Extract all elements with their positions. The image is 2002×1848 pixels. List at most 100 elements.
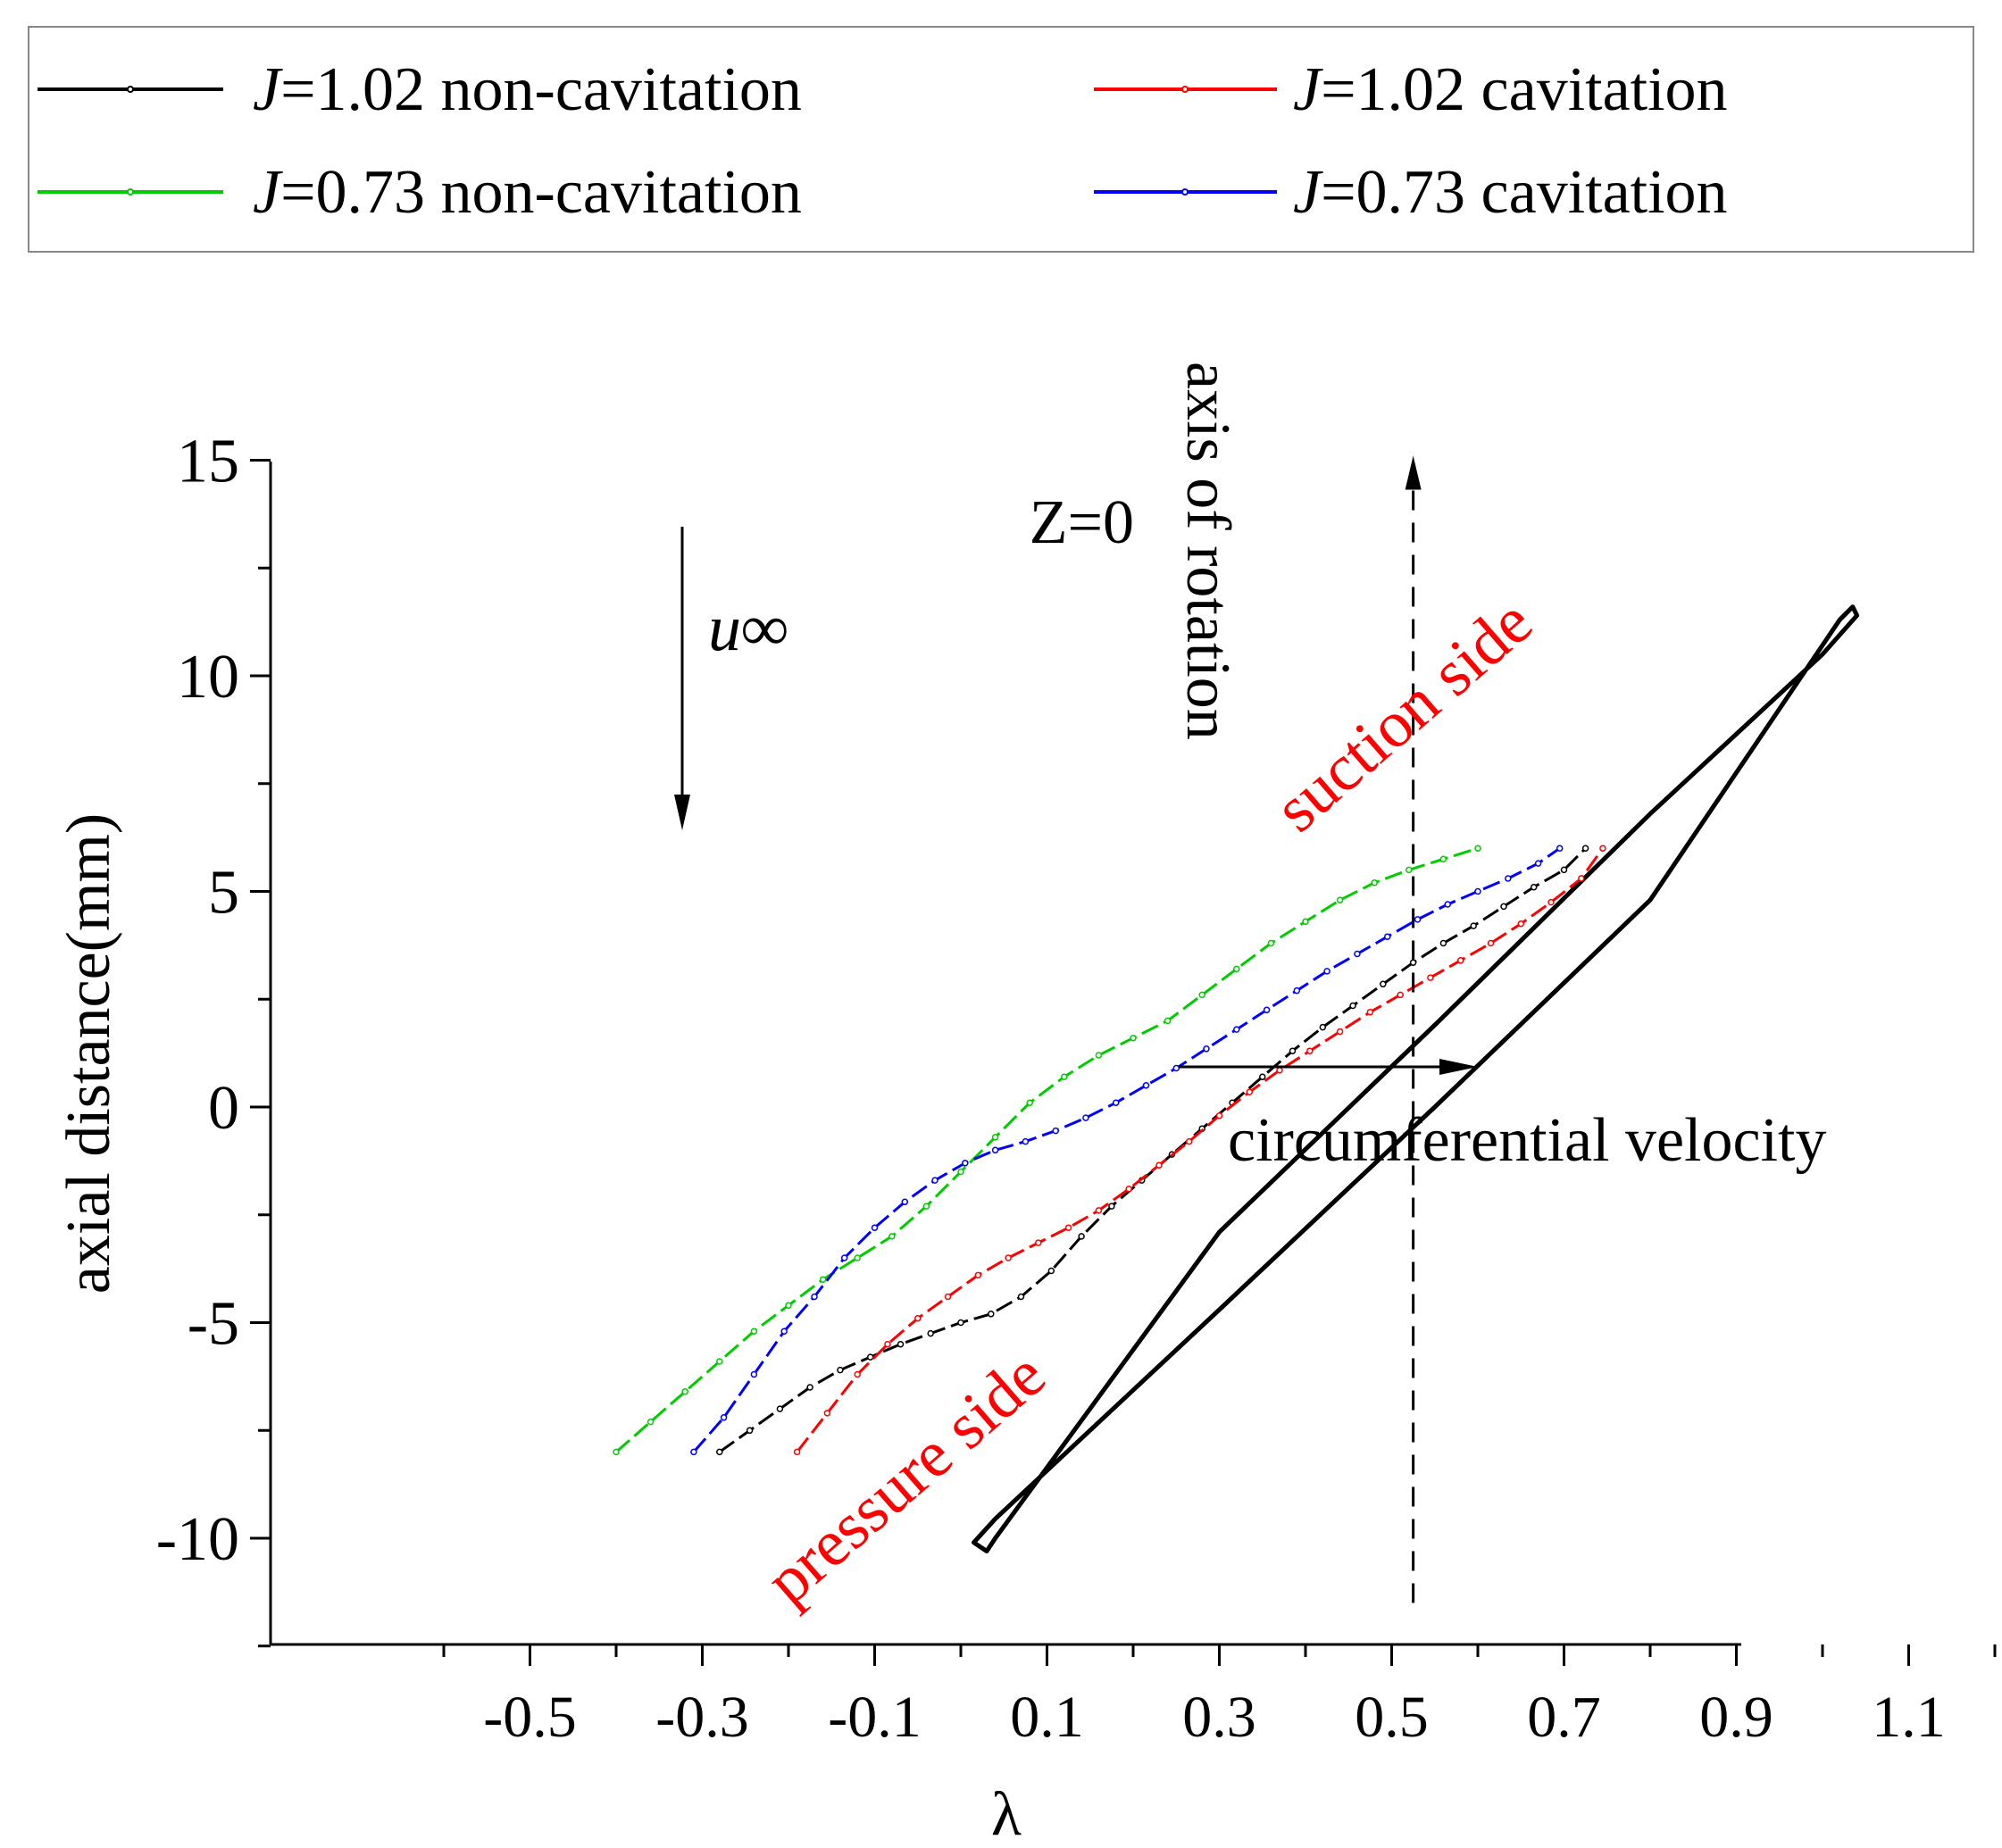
x-tick-label-3: 0.1 bbox=[1010, 1685, 1084, 1750]
series-3-point-11 bbox=[991, 1134, 999, 1141]
series-2-point-20 bbox=[1397, 991, 1404, 999]
y-tick-label-2: 0 bbox=[208, 1074, 239, 1143]
series-1-point-20 bbox=[1319, 1023, 1327, 1031]
series-3-point-10 bbox=[957, 1168, 964, 1176]
series-1-point-26 bbox=[1500, 903, 1507, 911]
series-2-point-11 bbox=[1125, 1186, 1132, 1193]
y-axis-label: axial distance(mm) bbox=[54, 813, 123, 1294]
series-1-point-29 bbox=[1581, 845, 1589, 852]
series-3-point-1 bbox=[646, 1418, 655, 1426]
series-3-point-18 bbox=[1233, 965, 1240, 973]
series-1-point-27 bbox=[1530, 883, 1538, 891]
series-1-point-21 bbox=[1349, 1002, 1356, 1010]
series-4-point-6 bbox=[871, 1224, 879, 1231]
series-4-point-22 bbox=[1354, 950, 1361, 958]
series-2-point-13 bbox=[1185, 1137, 1193, 1145]
series-group bbox=[613, 845, 1606, 1456]
series-1-point-6 bbox=[897, 1340, 905, 1348]
series-4-point-14 bbox=[1112, 1099, 1120, 1106]
pressure-side-label: pressure side bbox=[752, 1338, 1059, 1619]
circumferential-velocity-arrowhead bbox=[1439, 1059, 1478, 1075]
series-3-point-12 bbox=[1026, 1099, 1033, 1106]
series-2-point-19 bbox=[1366, 1008, 1374, 1016]
series-4-point-12 bbox=[1052, 1127, 1059, 1135]
legend-label-2: J=1.02 cavitation bbox=[1293, 55, 1728, 124]
series-4-point-8 bbox=[931, 1177, 938, 1184]
series-3-point-3 bbox=[716, 1358, 723, 1365]
legend-text-3: =0.73 non-cavitation bbox=[280, 158, 802, 227]
legend-symbol-3: J bbox=[253, 158, 283, 227]
series-3-point-0 bbox=[613, 1448, 620, 1456]
series-3-point-20 bbox=[1302, 918, 1309, 926]
series-2-point-7 bbox=[1005, 1254, 1012, 1261]
legend-text-4: =0.73 cavitation bbox=[1321, 158, 1727, 227]
legend-label-1: J=1.02 non-cavitation bbox=[253, 55, 802, 124]
series-2-point-26 bbox=[1578, 875, 1585, 882]
series-4-point-19 bbox=[1263, 1006, 1271, 1014]
suction-side-label: suction side bbox=[1261, 585, 1546, 845]
series-1-point-13 bbox=[1108, 1203, 1115, 1210]
series-4-point-15 bbox=[1142, 1082, 1150, 1089]
series-2-point-17 bbox=[1306, 1047, 1314, 1054]
series-2-point-12 bbox=[1155, 1161, 1163, 1169]
series-2-point-18 bbox=[1336, 1028, 1344, 1036]
legend-text-2: =1.02 cavitation bbox=[1321, 55, 1727, 124]
y-tick-label-0: -10 bbox=[156, 1505, 239, 1574]
series-2-point-25 bbox=[1547, 898, 1555, 906]
series-line-4 bbox=[692, 846, 1561, 1453]
series-line-2 bbox=[796, 847, 1605, 1453]
series-1-point-0 bbox=[716, 1448, 723, 1456]
series-1-point-28 bbox=[1560, 866, 1568, 874]
series-4-point-26 bbox=[1474, 887, 1481, 895]
series-1-point-24 bbox=[1439, 939, 1447, 947]
series-4 bbox=[690, 845, 1564, 1456]
legend-box bbox=[28, 26, 1974, 253]
series-1-point-11 bbox=[1047, 1267, 1055, 1275]
series-1-point-8 bbox=[957, 1319, 964, 1327]
series-3 bbox=[613, 845, 1481, 1456]
series-1-point-7 bbox=[927, 1329, 934, 1337]
x-tick-label-7: 0.9 bbox=[1699, 1685, 1773, 1750]
series-2-point-14 bbox=[1215, 1111, 1223, 1120]
series-4-point-7 bbox=[901, 1198, 909, 1206]
series-3-point-22 bbox=[1371, 879, 1378, 887]
series-line-3 bbox=[615, 846, 1479, 1453]
legend-marker-4 bbox=[1181, 188, 1189, 196]
legend-symbol-4: J bbox=[1293, 158, 1323, 227]
series-4-point-28 bbox=[1534, 860, 1542, 867]
series-4-point-10 bbox=[991, 1146, 999, 1154]
x-axis-label: λ bbox=[991, 1780, 1022, 1848]
legend-text-1: =1.02 non-cavitation bbox=[280, 55, 802, 124]
series-2-point-16 bbox=[1276, 1067, 1283, 1074]
u-inf-arrowhead bbox=[674, 795, 690, 830]
series-2-point-5 bbox=[944, 1293, 952, 1301]
series-3-point-8 bbox=[888, 1233, 896, 1240]
series-3-point-14 bbox=[1095, 1052, 1103, 1059]
legend-marker-1 bbox=[127, 86, 134, 93]
y-tick-label-4: 10 bbox=[177, 643, 239, 712]
series-line-1 bbox=[718, 847, 1587, 1453]
axis-of-rotation-label: axis of rotation bbox=[1173, 362, 1242, 740]
series-1-point-23 bbox=[1409, 959, 1417, 966]
legend-entry-4: J=0.73 cavitation bbox=[1094, 158, 1728, 227]
series-4-point-4 bbox=[811, 1293, 818, 1301]
annotations: Z=0 axis of rotation u∞ circumferential … bbox=[674, 362, 1827, 1619]
legend-entry-1: J=1.02 non-cavitation bbox=[38, 55, 802, 124]
series-2-point-22 bbox=[1456, 957, 1464, 964]
x-tick-label-1: -0.3 bbox=[655, 1685, 748, 1750]
axis-of-rotation-arrowhead bbox=[1405, 455, 1422, 490]
blade-profile bbox=[972, 604, 1860, 1553]
series-2 bbox=[793, 845, 1606, 1456]
series-3-point-21 bbox=[1336, 896, 1344, 903]
legend-label-3: J=0.73 non-cavitation bbox=[253, 158, 802, 227]
series-3-point-2 bbox=[681, 1388, 688, 1395]
series-4-point-0 bbox=[690, 1448, 697, 1456]
series-4-point-16 bbox=[1172, 1064, 1180, 1072]
series-1-point-18 bbox=[1259, 1073, 1266, 1080]
series-2-point-1 bbox=[823, 1410, 831, 1417]
series-4-point-5 bbox=[840, 1254, 848, 1261]
series-2-point-4 bbox=[914, 1314, 922, 1322]
series-2-point-21 bbox=[1427, 974, 1434, 981]
series-1-point-1 bbox=[746, 1427, 754, 1435]
